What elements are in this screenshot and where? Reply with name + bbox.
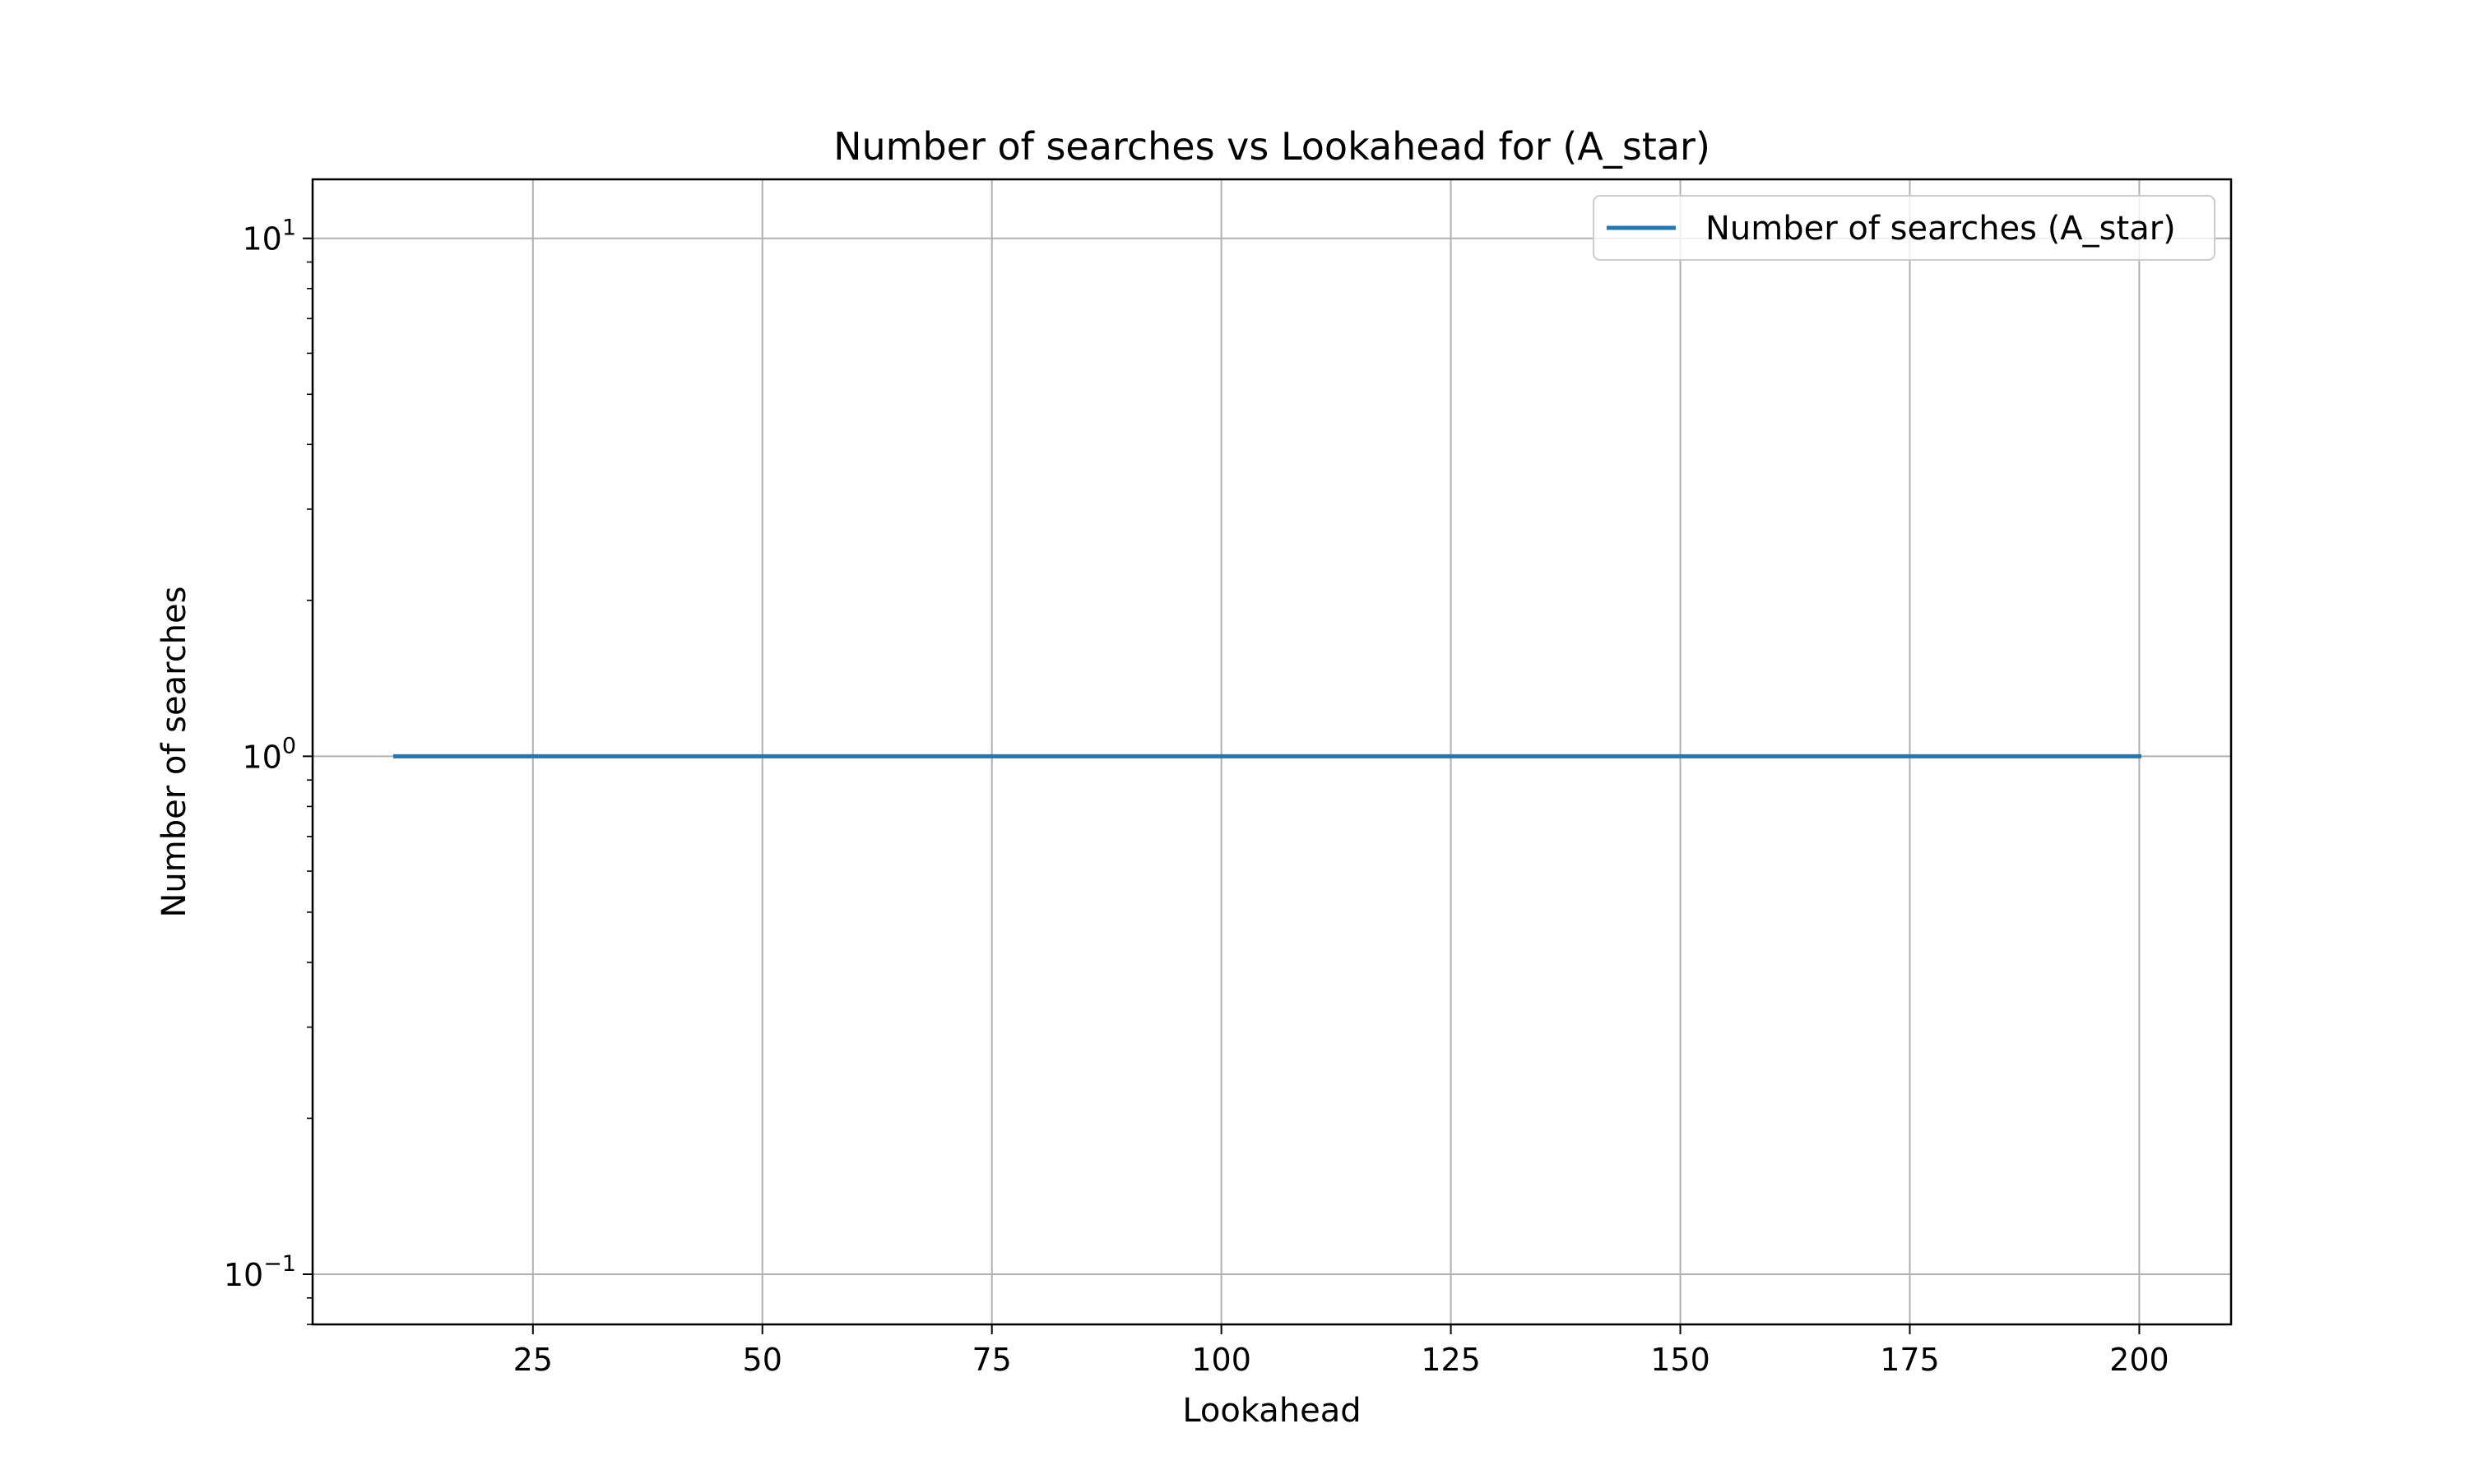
x-tick-label: 75 xyxy=(972,1342,1012,1378)
x-tick-label: 50 xyxy=(743,1342,782,1378)
y-axis-label: Number of searches xyxy=(155,587,193,918)
legend: Number of searches (A_star) xyxy=(1593,195,2215,261)
x-tick-label: 200 xyxy=(2109,1342,2169,1378)
y-tick-label: 100 xyxy=(242,733,296,775)
x-tick-label: 100 xyxy=(1191,1342,1251,1378)
x-tick-label: 25 xyxy=(513,1342,553,1378)
axis-ticks: 25 50 75 100 125 150 175 200 10−1 100 101 xyxy=(224,216,2169,1378)
x-axis-label: Lookahead xyxy=(1182,1392,1361,1430)
plot-area-frame xyxy=(311,178,2233,1326)
chart-title: Number of searches vs Lookahead for (A_s… xyxy=(833,124,1710,169)
legend-label: Number of searches (A_star) xyxy=(1705,210,2176,248)
x-tick-label: 150 xyxy=(1650,1342,1710,1378)
y-tick-label: 10−1 xyxy=(224,1251,296,1293)
legend-box xyxy=(1593,195,2215,261)
x-tick-label: 125 xyxy=(1421,1342,1481,1378)
x-tick-label: 175 xyxy=(1880,1342,1940,1378)
y-tick-label: 101 xyxy=(242,216,296,257)
